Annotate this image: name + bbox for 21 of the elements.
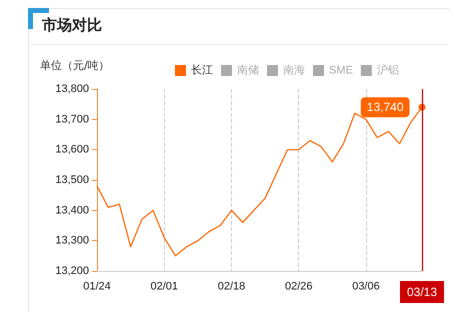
legend-label: 南储: [237, 64, 259, 76]
y-tick-label: 13,800: [55, 83, 89, 95]
x-tick-label: 03/13: [406, 285, 438, 299]
legend-label: SME: [329, 64, 353, 76]
x-tick-label: 03/06: [352, 280, 380, 292]
y-tick-label: 13,400: [55, 204, 89, 216]
y-tick-label: 13,700: [55, 113, 89, 126]
legend-label: 长江: [191, 64, 213, 76]
x-tick-label: 02/26: [284, 280, 312, 292]
chart-title: 市场对比: [42, 16, 102, 35]
y-tick-label: 13,200: [55, 265, 89, 277]
y-tick-label: 13,600: [55, 144, 89, 156]
y-axis-title: 单位（元/吨）: [40, 58, 110, 73]
legend-label: 南海: [283, 64, 305, 76]
data-label: 13,740: [366, 100, 404, 114]
legend-label: 沪铝: [376, 64, 399, 76]
x-tick-label: 02/01: [150, 280, 178, 292]
y-tick-label: 13,300: [55, 234, 89, 247]
y-tick-label: 13,500: [55, 174, 89, 186]
x-tick-label: 01/24: [83, 280, 111, 292]
x-tick-label: 02/18: [218, 280, 246, 292]
